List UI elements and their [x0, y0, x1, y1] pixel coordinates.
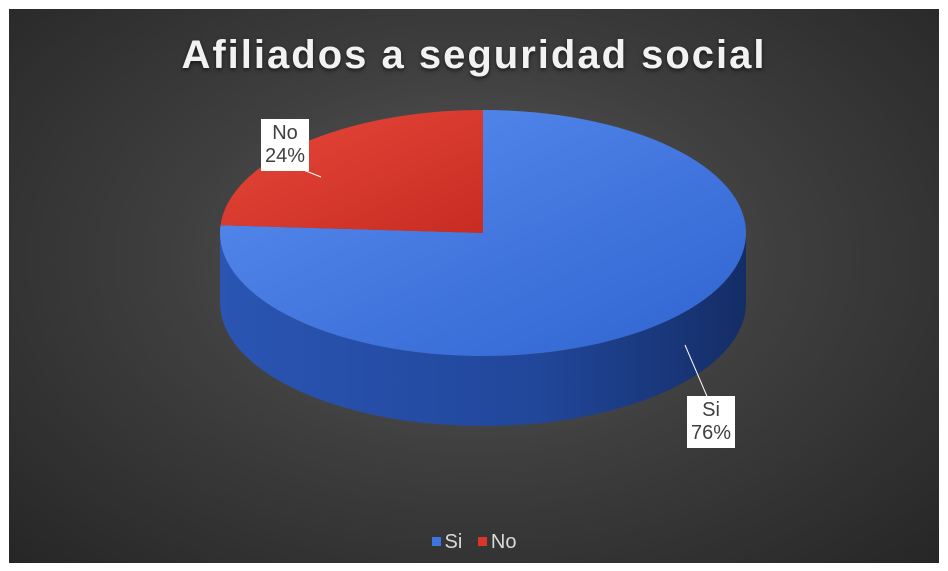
legend-item-no: No: [477, 531, 517, 554]
data-label-si-value: 76%: [691, 422, 732, 444]
data-label-no: No 24%: [261, 119, 310, 171]
leader-line-si: [684, 344, 710, 402]
pie-side-si: [220, 233, 746, 426]
pie-chart: [220, 110, 746, 426]
legend-swatch-si: [431, 537, 441, 546]
legend-swatch-no: [477, 537, 487, 546]
pie-slice-no: [220, 110, 483, 233]
legend-label-no: No: [490, 531, 517, 553]
data-label-si-category: Si: [702, 399, 720, 421]
data-label-si: Si 76%: [687, 396, 736, 448]
legend: Si No: [9, 531, 939, 554]
chart-title: Afiliados a seguridad social: [181, 33, 767, 77]
legend-item-si: Si: [431, 531, 463, 554]
data-label-no-category: No: [272, 122, 298, 144]
legend-label-si: Si: [444, 531, 463, 553]
chart-area: Afiliados a seguridad social: [9, 9, 939, 563]
data-label-no-value: 24%: [265, 145, 306, 167]
